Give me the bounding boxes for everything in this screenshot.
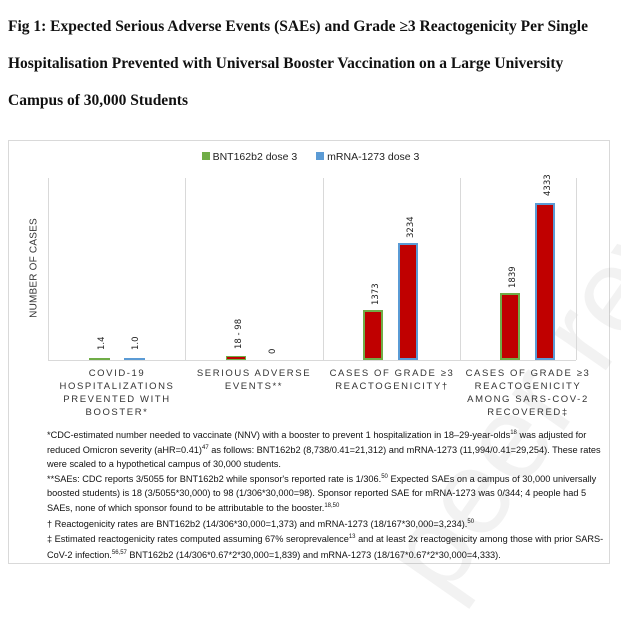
category-label-serious-adverse-events: SERIOUS ADVERSE EVENTS** — [196, 368, 312, 392]
bar-g3-mrna1273 — [398, 243, 418, 360]
bar-g4-mrna1273 — [535, 203, 555, 360]
y-axis-label: NUMBER OF CASES — [28, 218, 40, 318]
plot-right-edge — [576, 178, 577, 360]
bar-label-g1-mrna1273: 1.0 — [131, 336, 141, 350]
legend-item-mrna1273: mRNA-1273 dose 3 — [316, 151, 419, 163]
bar-g1-mrna1273 — [124, 358, 145, 360]
legend-swatch-green-icon — [201, 152, 210, 160]
bar-g4-bnt162b2 — [500, 293, 520, 360]
bar-g2-bnt162b2 — [226, 356, 246, 360]
bar-label-g2-bnt162b2: 18 - 98 — [234, 318, 244, 349]
legend-swatch-blue-icon — [316, 152, 325, 160]
category-label-reactogenicity-recovered: CASES OF GRADE ≥3 REACTOGENICITY AMONG S… — [465, 368, 591, 418]
chart-footnotes: *CDC-estimated number needed to vaccinat… — [47, 427, 607, 562]
group-divider — [323, 178, 324, 360]
bar-label-g3-mrna1273: 3234 — [406, 216, 416, 238]
bar-label-g3-bnt162b2: 1373 — [371, 283, 381, 305]
bar-label-g4-mrna1273: 4333 — [543, 174, 553, 196]
group-divider — [185, 178, 186, 360]
footnote-saes: **SAEs: CDC reports 3/5055 for BNT162b2 … — [47, 474, 597, 514]
bar-label-g4-bnt162b2: 1839 — [508, 266, 518, 288]
x-axis-baseline — [48, 360, 576, 361]
bar-label-g1-bnt162b2: 1.4 — [97, 336, 107, 350]
bar-label-g2-mrna1273: 0 — [268, 348, 278, 354]
bar-g3-bnt162b2 — [363, 310, 383, 360]
bar-g1-bnt162b2 — [89, 358, 110, 360]
legend-label: mRNA-1273 dose 3 — [327, 151, 420, 163]
footnote-hospitalizations: *CDC-estimated number needed to vaccinat… — [47, 430, 601, 469]
chart-legend: BNT162b2 dose 3 mRNA-1273 dose 3 — [0, 151, 621, 163]
footnote-recovered: ‡ Estimated reactogenicity rates compute… — [47, 534, 604, 560]
legend-item-bnt162b2: BNT162b2 dose 3 — [201, 151, 298, 163]
figure-title: Fig 1: Expected Serious Adverse Events (… — [8, 18, 588, 109]
category-label-reactogenicity: CASES OF GRADE ≥3 REACTOGENICITY† — [329, 368, 455, 392]
plot-left-edge — [48, 178, 49, 360]
group-divider — [460, 178, 461, 360]
category-label-hospitalizations: COVID-19 HOSPITALIZATIONS PREVENTED WITH… — [59, 368, 175, 418]
legend-label: BNT162b2 dose 3 — [212, 151, 298, 163]
footnote-reactogenicity: † Reactogenicity rates are BNT162b2 (14/… — [47, 518, 475, 529]
